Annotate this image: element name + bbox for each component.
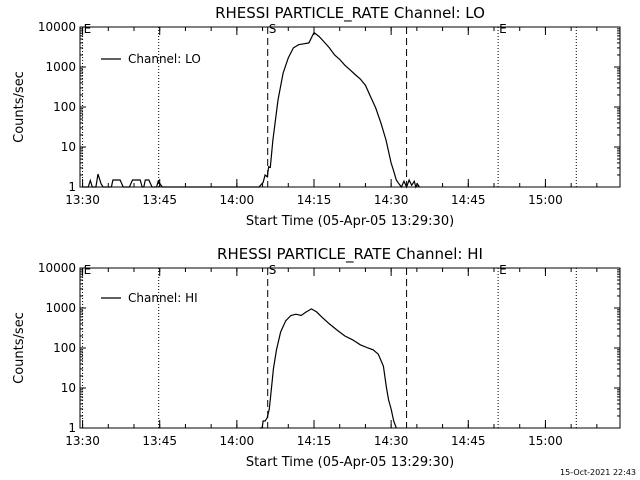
x-tick-label: 13:30 (65, 193, 100, 207)
marker-label: E (499, 22, 507, 36)
x-tick-label: 14:15 (297, 434, 332, 448)
x-tick-label: 15:00 (528, 434, 563, 448)
lo-channel-panel: RHESSI PARTICLE_RATE Channel: LO Start T… (12, 4, 621, 229)
chart-title: RHESSI PARTICLE_RATE Channel: HI (217, 245, 483, 264)
y-tick-label: 100 (53, 341, 76, 355)
x-tick-label: 14:00 (220, 193, 255, 207)
y-axis-label: Counts/sec (12, 312, 27, 384)
marker-label: E (84, 263, 92, 277)
x-axis-label: Start Time (05-Apr-05 13:29:30) (246, 455, 454, 470)
plot-frame (79, 26, 621, 188)
y-tick-label: 1000 (45, 301, 76, 315)
x-tick-label: 13:45 (142, 434, 177, 448)
series-line (260, 308, 397, 429)
marker-label: S (269, 263, 277, 277)
x-tick-label: 14:45 (451, 193, 486, 207)
series-line (82, 31, 420, 189)
hi-channel-panel: RHESSI PARTICLE_RATE Channel: HI Start T… (12, 245, 621, 470)
x-tick-label: 13:30 (65, 434, 100, 448)
x-axis-label: Start Time (05-Apr-05 13:29:30) (246, 214, 454, 229)
y-tick-label: 10 (61, 140, 76, 154)
y-tick-label: 1000 (45, 60, 76, 74)
x-tick-label: 14:00 (220, 434, 255, 448)
marker-label: S (269, 22, 277, 36)
x-tick-label: 14:30 (374, 193, 409, 207)
y-axis-label: Counts/sec (12, 71, 27, 143)
legend-label: Channel: HI (128, 291, 198, 305)
x-tick-label: 14:45 (451, 434, 486, 448)
y-tick-label: 10000 (38, 20, 76, 34)
y-tick-label: 100 (53, 100, 76, 114)
chart-title: RHESSI PARTICLE_RATE Channel: LO (215, 4, 485, 23)
y-tick-label: 1 (68, 180, 76, 194)
x-tick-label: 15:00 (528, 193, 563, 207)
marker-label: E (499, 263, 507, 277)
footer-timestamp: 15-Oct-2021 22:43 (560, 468, 636, 477)
y-tick-label: 1 (68, 421, 76, 435)
legend-label: Channel: LO (128, 52, 201, 66)
x-tick-label: 14:15 (297, 193, 332, 207)
y-tick-label: 10 (61, 381, 76, 395)
marker-label: E (84, 22, 92, 36)
x-tick-label: 14:30 (374, 434, 409, 448)
x-tick-label: 13:45 (142, 193, 177, 207)
y-tick-label: 10000 (38, 261, 76, 275)
